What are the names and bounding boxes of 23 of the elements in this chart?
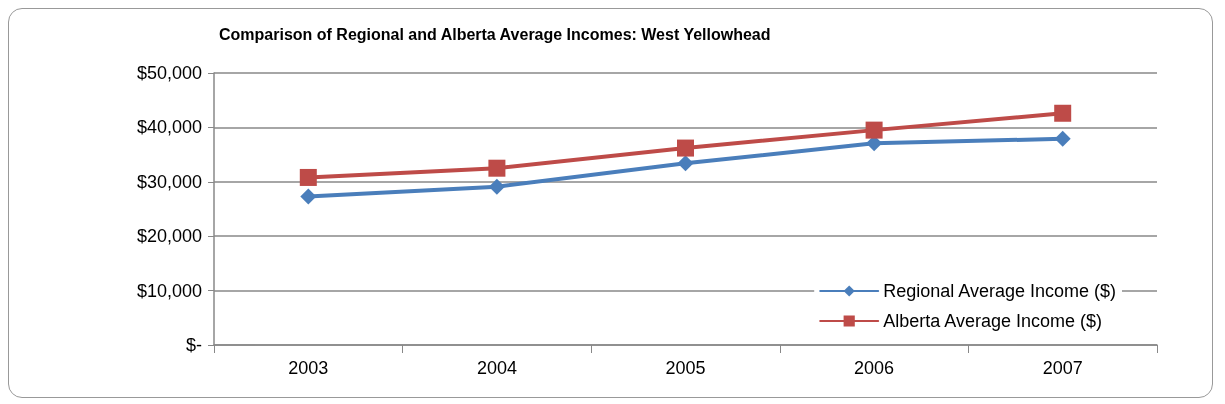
legend-label: Regional Average Income ($) [883, 281, 1117, 301]
point [299, 168, 317, 186]
point [488, 178, 505, 195]
point [300, 188, 317, 205]
x-tick-label: 2003 [288, 358, 329, 378]
x-tick-label: 2005 [665, 358, 706, 378]
y-tick-label: $30,000 [136, 171, 202, 192]
point [488, 159, 506, 177]
y-tick-label: $20,000 [136, 226, 202, 247]
y-tick-label: $- [185, 335, 202, 355]
x-tick-label: 2004 [476, 358, 517, 378]
x-tick-label: 2006 [854, 358, 895, 378]
legend-label: Alberta Average Income ($) [883, 311, 1102, 331]
y-tick-label: $50,000 [136, 63, 202, 83]
point [1054, 104, 1072, 122]
chart-title: Comparison of Regional and Alberta Average Incomes: West Yellowhead [219, 25, 771, 43]
y-tick-label: $40,000 [136, 117, 202, 138]
point [677, 139, 694, 157]
y-tick-label: $10,000 [136, 280, 202, 301]
point [677, 155, 694, 172]
x-tick-label: 2007 [1042, 358, 1083, 378]
point [1054, 130, 1071, 147]
point [865, 121, 883, 139]
